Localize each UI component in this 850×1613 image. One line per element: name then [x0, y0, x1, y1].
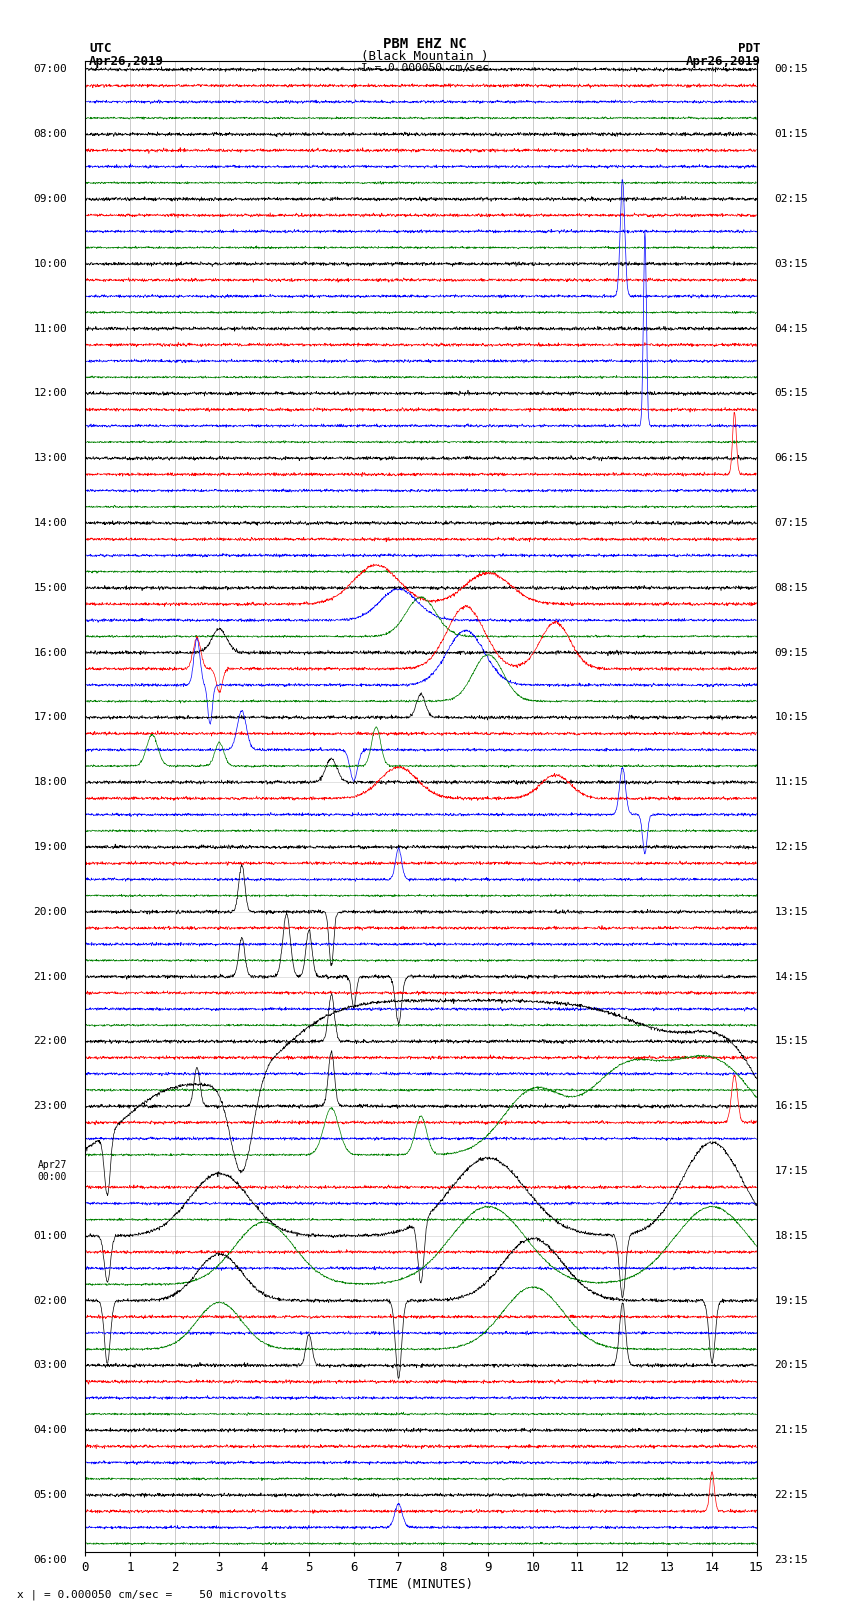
Text: 03:15: 03:15: [774, 258, 808, 269]
Text: 10:00: 10:00: [33, 258, 67, 269]
Text: 07:00: 07:00: [33, 65, 67, 74]
Text: 01:15: 01:15: [774, 129, 808, 139]
Text: 17:15: 17:15: [774, 1166, 808, 1176]
Text: 22:15: 22:15: [774, 1490, 808, 1500]
Text: x | = 0.000050 cm/sec =    50 microvolts: x | = 0.000050 cm/sec = 50 microvolts: [17, 1589, 287, 1600]
Text: 06:00: 06:00: [33, 1555, 67, 1565]
Text: 14:15: 14:15: [774, 971, 808, 982]
Text: (Black Mountain ): (Black Mountain ): [361, 50, 489, 63]
Text: 13:00: 13:00: [33, 453, 67, 463]
Text: PDT: PDT: [739, 42, 761, 55]
Text: 09:00: 09:00: [33, 194, 67, 203]
Text: 11:00: 11:00: [33, 324, 67, 334]
Text: 12:00: 12:00: [33, 389, 67, 398]
Text: 04:15: 04:15: [774, 324, 808, 334]
Text: Apr26,2019: Apr26,2019: [89, 55, 164, 68]
Text: 02:00: 02:00: [33, 1295, 67, 1305]
Text: 05:00: 05:00: [33, 1490, 67, 1500]
Text: 12:15: 12:15: [774, 842, 808, 852]
Text: 20:15: 20:15: [774, 1360, 808, 1371]
Text: 08:15: 08:15: [774, 582, 808, 594]
Text: 09:15: 09:15: [774, 647, 808, 658]
Text: 05:15: 05:15: [774, 389, 808, 398]
Text: 13:15: 13:15: [774, 907, 808, 916]
Text: 11:15: 11:15: [774, 777, 808, 787]
Text: 02:15: 02:15: [774, 194, 808, 203]
Text: Apr26,2019: Apr26,2019: [686, 55, 761, 68]
Text: 23:00: 23:00: [33, 1102, 67, 1111]
Text: 22:00: 22:00: [33, 1037, 67, 1047]
Text: 18:15: 18:15: [774, 1231, 808, 1240]
Text: 19:00: 19:00: [33, 842, 67, 852]
Text: 01:00: 01:00: [33, 1231, 67, 1240]
Text: 07:15: 07:15: [774, 518, 808, 527]
Text: 23:15: 23:15: [774, 1555, 808, 1565]
Text: 03:00: 03:00: [33, 1360, 67, 1371]
Text: 21:00: 21:00: [33, 971, 67, 982]
Text: PBM EHZ NC: PBM EHZ NC: [383, 37, 467, 52]
Text: 16:15: 16:15: [774, 1102, 808, 1111]
Text: 15:15: 15:15: [774, 1037, 808, 1047]
Text: 19:15: 19:15: [774, 1295, 808, 1305]
Text: 16:00: 16:00: [33, 647, 67, 658]
Text: 21:15: 21:15: [774, 1426, 808, 1436]
Text: UTC: UTC: [89, 42, 111, 55]
X-axis label: TIME (MINUTES): TIME (MINUTES): [368, 1578, 473, 1590]
Text: 17:00: 17:00: [33, 713, 67, 723]
Text: 04:00: 04:00: [33, 1426, 67, 1436]
Text: 00:15: 00:15: [774, 65, 808, 74]
Text: 15:00: 15:00: [33, 582, 67, 594]
Text: I = 0.000050 cm/sec: I = 0.000050 cm/sec: [361, 63, 489, 73]
Text: 20:00: 20:00: [33, 907, 67, 916]
Text: 14:00: 14:00: [33, 518, 67, 527]
Text: 06:15: 06:15: [774, 453, 808, 463]
Text: 10:15: 10:15: [774, 713, 808, 723]
Text: 08:00: 08:00: [33, 129, 67, 139]
Text: 18:00: 18:00: [33, 777, 67, 787]
Text: Apr27
00:00: Apr27 00:00: [37, 1160, 67, 1182]
